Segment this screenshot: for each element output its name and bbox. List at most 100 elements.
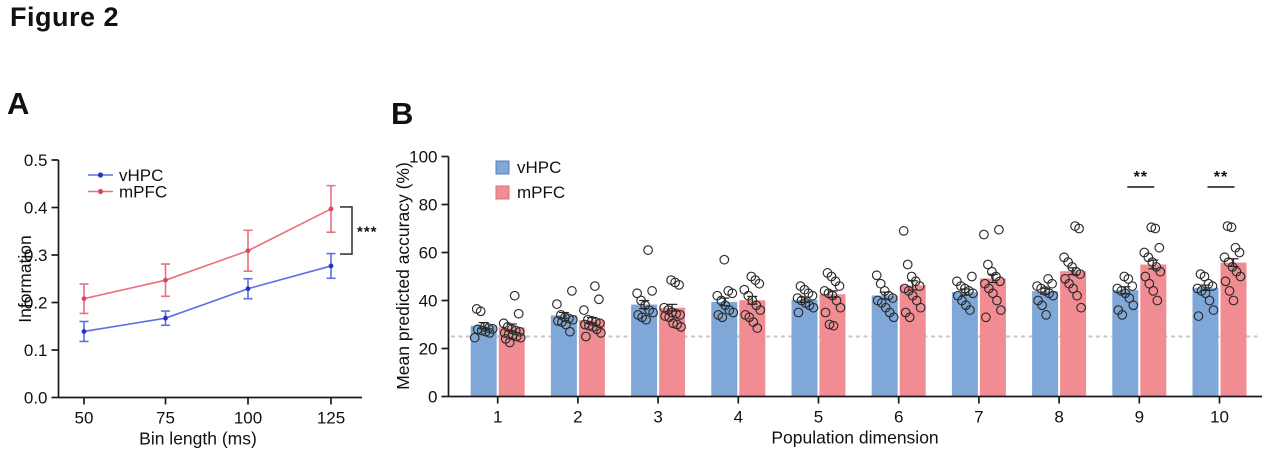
scatter-point: [967, 271, 977, 282]
data-point: [328, 206, 334, 212]
bar-mPFC-dim7: [979, 278, 1006, 397]
scatter-point: [820, 307, 831, 318]
scatter-point: [739, 284, 750, 295]
scatter-point: [953, 290, 963, 301]
scatter-point: [565, 326, 575, 337]
scatter-point: [1139, 247, 1150, 258]
scatter-point: [1203, 278, 1214, 289]
bar-vHPC-dim5: [791, 299, 818, 397]
bar-mPFC-dim5: [819, 294, 846, 397]
scatter-point: [1059, 252, 1069, 263]
bar-mPFC-dim4: [739, 300, 766, 397]
scatter-point: [659, 302, 669, 313]
scatter-point: [643, 245, 653, 255]
scatter-point: [594, 294, 604, 305]
scatter-point: [1220, 276, 1231, 287]
scatter-point: [1219, 252, 1230, 263]
y-tick-label: 0.4: [24, 199, 48, 218]
x-tick-label: 50: [75, 409, 94, 428]
scatter-point: [469, 332, 480, 343]
series-vHPC: [469, 245, 1219, 397]
scatter-point: [581, 331, 591, 342]
panel-b-chart: 0 20 40 60 80 100 1 2 3 4 5 6 7 8 9 10 Population dimens…: [393, 148, 1264, 448]
scatter-point: [564, 313, 574, 324]
data-point: [245, 248, 251, 254]
scatter-point: [632, 288, 642, 299]
data-point: [81, 296, 87, 302]
scatter-point: [1060, 274, 1070, 284]
scatter-point: [1032, 281, 1042, 291]
x-tick-label: 75: [156, 409, 175, 428]
scatter-point: [906, 271, 917, 282]
legend-label-mPFC: mPFC: [119, 183, 167, 202]
scatter-point: [713, 310, 724, 320]
scatter-point: [902, 259, 913, 270]
scatter-point: [719, 254, 730, 265]
scatter-point: [979, 229, 989, 240]
scatter-point: [992, 295, 1002, 306]
legend-label-vHPC: vHPC: [119, 166, 163, 185]
scatter-point: [983, 259, 993, 270]
scatter-point: [1154, 242, 1165, 253]
data-point: [163, 277, 168, 283]
scatter-point: [898, 226, 909, 236]
y-tick-label: 0: [428, 388, 437, 407]
scatter-point: [1224, 286, 1235, 296]
scatter-point: [579, 305, 589, 315]
data-point: [163, 315, 168, 321]
scatter-point: [996, 305, 1006, 315]
scatter-point: [824, 319, 835, 330]
y-tick-label: 0.5: [24, 151, 48, 170]
legend-marker-vHPC: [97, 172, 104, 178]
scatter-point: [899, 283, 910, 294]
scatter-point: [1041, 310, 1051, 320]
y-tick-label: 100: [409, 148, 437, 167]
scatter-point: [793, 307, 804, 318]
y-tick-label: 0.2: [24, 294, 48, 313]
scatter-point: [981, 312, 991, 323]
legend-swatch-mPFC: [495, 185, 510, 200]
significance-bracket: [340, 206, 353, 255]
scatter-point: [633, 310, 643, 320]
scatter-point: [1043, 274, 1053, 284]
bar-mPFC-dim8: [1060, 271, 1087, 397]
scatter-point: [879, 286, 890, 296]
legend-label-vHPC: vHPC: [517, 158, 561, 177]
y-axis-title: Information: [15, 235, 35, 323]
x-tick-label: 100: [234, 409, 262, 428]
scatter-point: [1192, 283, 1203, 294]
scatter-point: [1193, 311, 1204, 321]
scatter-point: [1076, 302, 1086, 313]
series-mPFC: [79, 184, 336, 315]
scatter-point: [872, 295, 883, 306]
scatter-point: [1208, 305, 1219, 315]
scatter-point: [712, 290, 723, 301]
scatter-point: [1150, 223, 1161, 234]
scatter-point: [900, 307, 911, 318]
scatter-point: [1128, 300, 1139, 311]
x-tick-label: 5: [814, 408, 823, 427]
panel-a-chart: 0.0 0.1 0.2 0.3 0.4 0.5 50 75 100 125 Bin length (…: [15, 151, 377, 449]
y-tick-label: 0.0: [24, 389, 48, 408]
scatter-point: [1222, 221, 1233, 231]
scatter-point: [1144, 278, 1155, 289]
y-tick-label: 60: [419, 244, 438, 263]
scatter-point: [479, 322, 490, 332]
scatter-point: [980, 278, 990, 289]
scatter-point: [472, 324, 483, 335]
series-vHPC: [79, 252, 336, 343]
scatter-point: [567, 286, 577, 296]
scatter-point: [498, 318, 509, 329]
y-tick-label: 0.1: [24, 341, 48, 360]
scatter-point: [795, 281, 806, 291]
scatter-point: [671, 308, 681, 319]
panel-b-label: B: [391, 96, 414, 131]
x-tick-label: 8: [1054, 408, 1063, 427]
legend-marker-mPFC: [97, 188, 104, 195]
figure-title: Figure 2: [10, 2, 120, 32]
scatter-point: [1148, 286, 1159, 296]
y-tick-label: 80: [419, 196, 438, 215]
scatter-point: [666, 275, 676, 285]
y-axis-title: Mean predicted accuracy (%): [393, 162, 413, 390]
